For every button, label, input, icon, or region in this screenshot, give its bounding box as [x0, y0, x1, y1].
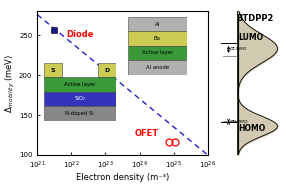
Bar: [128, 60, 187, 74]
Text: Active layer: Active layer: [142, 50, 173, 56]
Bar: [44, 106, 116, 121]
Bar: [128, 46, 187, 60]
Text: S: S: [51, 68, 55, 73]
Text: Al anode: Al anode: [146, 65, 169, 70]
Text: $\sigma_{LUMO}$: $\sigma_{LUMO}$: [229, 46, 248, 53]
Text: HOMO: HOMO: [238, 124, 265, 133]
Bar: [44, 77, 116, 92]
Text: Ba: Ba: [154, 36, 161, 41]
Text: N-doped Si: N-doped Si: [65, 111, 94, 116]
Text: Diode: Diode: [66, 30, 94, 39]
X-axis label: Electron density (m⁻³): Electron density (m⁻³): [76, 173, 169, 181]
Text: SiO₂: SiO₂: [74, 96, 85, 101]
Text: LUMO: LUMO: [238, 33, 263, 42]
Text: OFET: OFET: [134, 129, 158, 138]
Y-axis label: $\Delta_{mobility}$ (meV): $\Delta_{mobility}$ (meV): [4, 53, 17, 113]
Text: D: D: [104, 68, 109, 73]
Bar: [128, 31, 187, 46]
Bar: [128, 17, 187, 31]
Bar: [98, 63, 116, 77]
Text: BTDPP2: BTDPP2: [236, 14, 273, 23]
Bar: [44, 92, 116, 106]
Text: $\sigma_{HOMO}$: $\sigma_{HOMO}$: [229, 118, 249, 126]
Text: Al: Al: [155, 22, 160, 27]
Bar: [44, 63, 62, 77]
Text: Active layer: Active layer: [64, 82, 96, 87]
